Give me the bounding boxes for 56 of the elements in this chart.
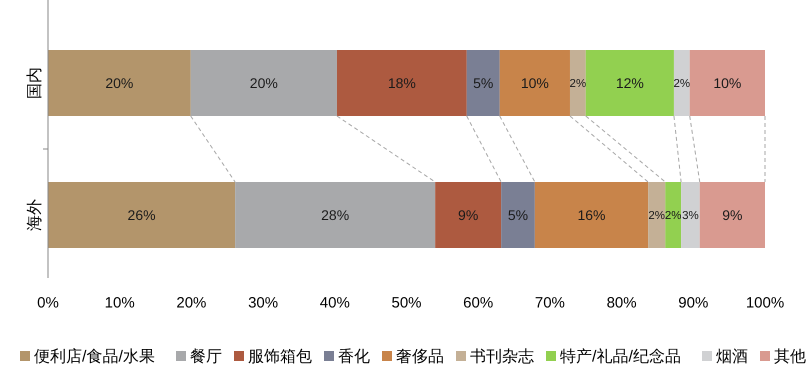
y-tick-label: 国内 (26, 67, 44, 99)
data-label: 10% (713, 74, 742, 91)
x-tick-label: 50% (391, 294, 422, 312)
x-tick-label: 10% (104, 294, 135, 312)
x-tick-label: 100% (746, 294, 784, 312)
bar (648, 182, 666, 248)
x-tick-label: 30% (248, 294, 278, 312)
legend-label: 便利店/食品/水果 (34, 348, 155, 366)
legend-label: 香化 (338, 348, 370, 366)
bar (674, 50, 690, 116)
legend-label: 烟酒 (716, 348, 748, 366)
x-tick-label: 0% (37, 294, 59, 312)
x-tick-label: 70% (534, 294, 565, 312)
bar (435, 182, 502, 248)
legend-label: 餐厅 (190, 348, 222, 366)
data-label: 3% (682, 210, 699, 222)
data-label: 20% (105, 74, 134, 91)
data-label: 18% (388, 74, 416, 91)
bar (700, 182, 765, 248)
data-label: 5% (508, 206, 528, 223)
data-label: 28% (321, 206, 350, 223)
data-label: 12% (616, 74, 644, 91)
data-label: 2% (664, 210, 682, 222)
legend-label: 奢侈品 (396, 348, 444, 366)
data-label: 10% (520, 74, 549, 91)
bar (336, 50, 467, 116)
legend-label: 书刊杂志 (470, 348, 534, 366)
bar (665, 182, 682, 248)
bar (690, 50, 765, 116)
x-tick-label: 20% (176, 294, 206, 312)
bar (501, 182, 535, 248)
data-label: 2% (570, 78, 586, 90)
data-label: 2% (648, 210, 666, 222)
x-tick-label: 40% (320, 294, 350, 312)
x-tick-label: 90% (678, 294, 708, 312)
data-label: 2% (674, 78, 690, 90)
bar (586, 50, 674, 116)
y-tick-label: 海外 (26, 199, 44, 231)
data-label: 16% (577, 206, 606, 223)
x-tick-label: 80% (606, 294, 637, 312)
bar (466, 50, 500, 116)
data-label: 9% (722, 206, 742, 223)
data-label: 9% (458, 206, 478, 223)
data-label: 26% (128, 206, 156, 223)
legend-label: 其他 (774, 348, 806, 366)
bar (570, 50, 586, 116)
bar (48, 50, 191, 116)
data-label: 5% (473, 74, 494, 91)
bar (48, 182, 236, 248)
legend-label: 特产/礼品/纪念品 (560, 348, 681, 366)
bar (500, 50, 570, 116)
bar (534, 182, 648, 248)
x-tick-label: 60% (463, 294, 494, 312)
data-label: 20% (250, 74, 278, 91)
legend-label: 服饰箱包 (248, 348, 312, 366)
bar (681, 182, 700, 248)
